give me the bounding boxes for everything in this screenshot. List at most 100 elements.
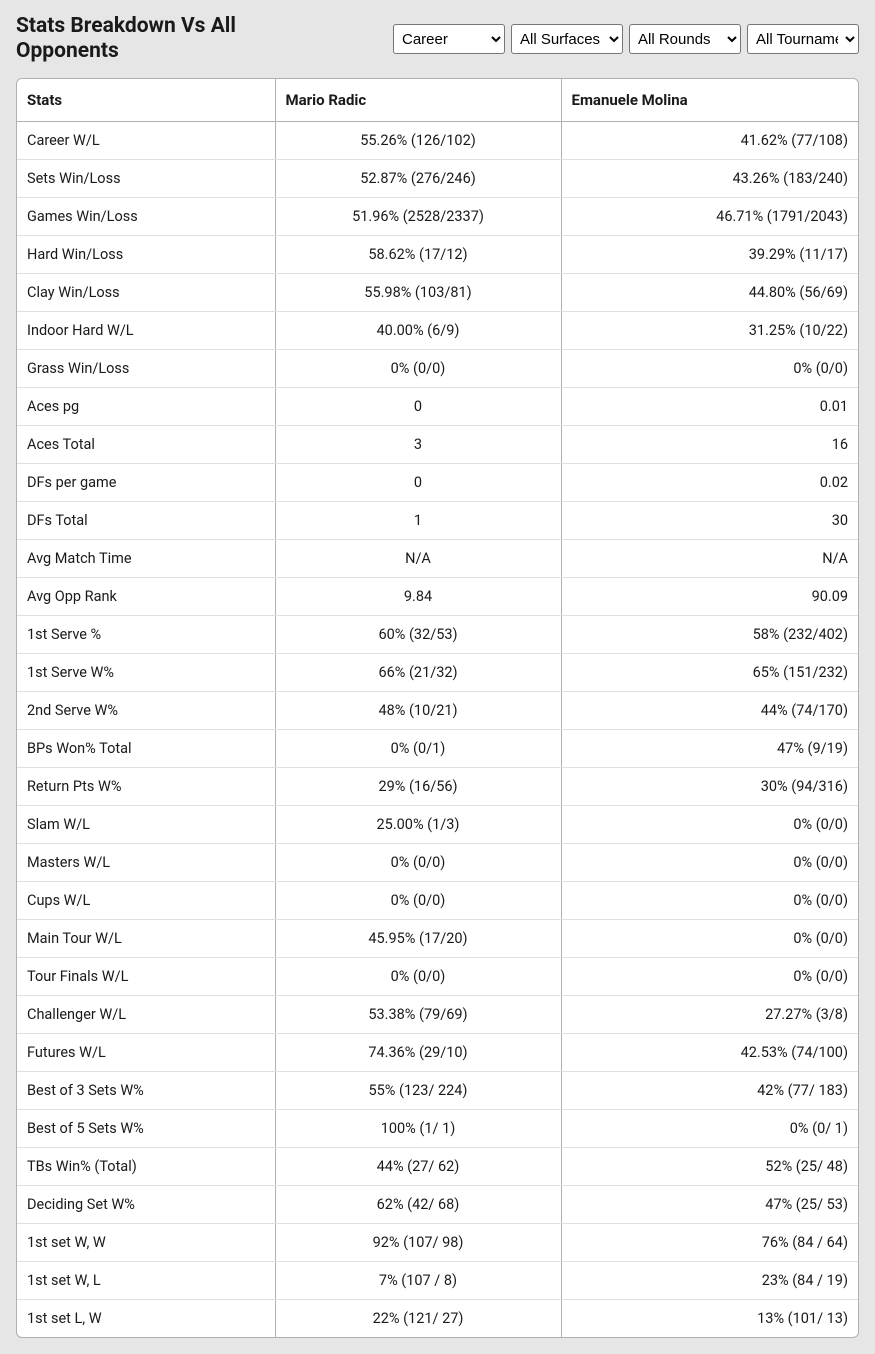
player1-value: 100% (1/ 1): [275, 1110, 561, 1148]
stat-name: Career W/L: [17, 122, 275, 160]
table-row: Futures W/L74.36% (29/10)42.53% (74/100): [17, 1034, 858, 1072]
player1-value: 44% (27/ 62): [275, 1148, 561, 1186]
player2-value: 0% (0/0): [561, 844, 858, 882]
table-row: 1st set L, W22% (121/ 27)13% (101/ 13): [17, 1300, 858, 1338]
table-row: Avg Opp Rank9.8490.09: [17, 578, 858, 616]
table-row: Grass Win/Loss0% (0/0)0% (0/0): [17, 350, 858, 388]
player1-value: 0: [275, 464, 561, 502]
table-row: DFs per game00.02: [17, 464, 858, 502]
player1-value: 60% (32/53): [275, 616, 561, 654]
player2-value: 0% (0/0): [561, 806, 858, 844]
player1-value: 53.38% (79/69): [275, 996, 561, 1034]
table-row: 2nd Serve W%48% (10/21)44% (74/170): [17, 692, 858, 730]
stat-name: DFs per game: [17, 464, 275, 502]
stat-name: Return Pts W%: [17, 768, 275, 806]
player2-value: 65% (151/232): [561, 654, 858, 692]
stat-name: BPs Won% Total: [17, 730, 275, 768]
col-header-player1: Mario Radic: [275, 79, 561, 122]
table-row: Best of 3 Sets W%55% (123/ 224)42% (77/ …: [17, 1072, 858, 1110]
player2-value: 13% (101/ 13): [561, 1300, 858, 1338]
table-row: Games Win/Loss51.96% (2528/2337)46.71% (…: [17, 198, 858, 236]
player1-value: 1: [275, 502, 561, 540]
player1-value: 7% (107 / 8): [275, 1262, 561, 1300]
stats-table-card: Stats Mario Radic Emanuele Molina Career…: [16, 78, 859, 1338]
player2-value: 39.29% (11/17): [561, 236, 858, 274]
player1-value: 45.95% (17/20): [275, 920, 561, 958]
stat-name: Masters W/L: [17, 844, 275, 882]
stat-name: Challenger W/L: [17, 996, 275, 1034]
player2-value: 44.80% (56/69): [561, 274, 858, 312]
player1-value: 0% (0/0): [275, 958, 561, 996]
player1-value: 40.00% (6/9): [275, 312, 561, 350]
table-row: Indoor Hard W/L40.00% (6/9)31.25% (10/22…: [17, 312, 858, 350]
table-row: Cups W/L0% (0/0)0% (0/0): [17, 882, 858, 920]
table-row: 1st Serve %60% (32/53)58% (232/402): [17, 616, 858, 654]
filters: Career All Surfaces All Rounds All Tourn…: [393, 24, 859, 54]
stat-name: 1st set W, L: [17, 1262, 275, 1300]
table-row: Return Pts W%29% (16/56)30% (94/316): [17, 768, 858, 806]
stat-name: TBs Win% (Total): [17, 1148, 275, 1186]
stat-name: Clay Win/Loss: [17, 274, 275, 312]
player2-value: 43.26% (183/240): [561, 160, 858, 198]
table-row: TBs Win% (Total)44% (27/ 62)52% (25/ 48): [17, 1148, 858, 1186]
player2-value: 52% (25/ 48): [561, 1148, 858, 1186]
table-row: Avg Match TimeN/AN/A: [17, 540, 858, 578]
stats-table: Stats Mario Radic Emanuele Molina Career…: [17, 79, 858, 1337]
player1-value: 74.36% (29/10): [275, 1034, 561, 1072]
player2-value: 30: [561, 502, 858, 540]
player2-value: 0% (0/ 1): [561, 1110, 858, 1148]
player1-value: 0% (0/1): [275, 730, 561, 768]
player1-value: 0% (0/0): [275, 882, 561, 920]
table-row: Slam W/L25.00% (1/3)0% (0/0): [17, 806, 858, 844]
filter-round[interactable]: All Rounds: [629, 24, 741, 54]
player2-value: 47% (9/19): [561, 730, 858, 768]
player2-value: 76% (84 / 64): [561, 1224, 858, 1262]
table-row: Challenger W/L53.38% (79/69)27.27% (3/8): [17, 996, 858, 1034]
stat-name: Tour Finals W/L: [17, 958, 275, 996]
player2-value: 16: [561, 426, 858, 464]
stat-name: Best of 5 Sets W%: [17, 1110, 275, 1148]
player2-value: 27.27% (3/8): [561, 996, 858, 1034]
page-title: Stats Breakdown Vs All Opponents: [16, 14, 326, 64]
table-row: Career W/L55.26% (126/102)41.62% (77/108…: [17, 122, 858, 160]
player2-value: 42% (77/ 183): [561, 1072, 858, 1110]
stat-name: 1st Serve W%: [17, 654, 275, 692]
stat-name: Slam W/L: [17, 806, 275, 844]
stat-name: Cups W/L: [17, 882, 275, 920]
player1-value: 0% (0/0): [275, 350, 561, 388]
stat-name: Futures W/L: [17, 1034, 275, 1072]
table-row: Aces pg00.01: [17, 388, 858, 426]
player1-value: 0% (0/0): [275, 844, 561, 882]
table-row: 1st set W, L7% (107 / 8)23% (84 / 19): [17, 1262, 858, 1300]
table-row: DFs Total130: [17, 502, 858, 540]
player1-value: 25.00% (1/3): [275, 806, 561, 844]
filter-time[interactable]: Career: [393, 24, 505, 54]
header-row: Stats Mario Radic Emanuele Molina: [17, 79, 858, 122]
player2-value: 0% (0/0): [561, 350, 858, 388]
stat-name: Indoor Hard W/L: [17, 312, 275, 350]
player2-value: 47% (25/ 53): [561, 1186, 858, 1224]
player1-value: 51.96% (2528/2337): [275, 198, 561, 236]
table-row: Clay Win/Loss55.98% (103/81)44.80% (56/6…: [17, 274, 858, 312]
stat-name: Sets Win/Loss: [17, 160, 275, 198]
stat-name: 1st set L, W: [17, 1300, 275, 1338]
player1-value: 66% (21/32): [275, 654, 561, 692]
player2-value: 31.25% (10/22): [561, 312, 858, 350]
filter-tournament[interactable]: All Tournaments: [747, 24, 859, 54]
player2-value: 0% (0/0): [561, 920, 858, 958]
filter-surface[interactable]: All Surfaces: [511, 24, 623, 54]
stat-name: 1st set W, W: [17, 1224, 275, 1262]
table-row: Sets Win/Loss52.87% (276/246)43.26% (183…: [17, 160, 858, 198]
player1-value: 55.98% (103/81): [275, 274, 561, 312]
table-row: Tour Finals W/L0% (0/0)0% (0/0): [17, 958, 858, 996]
player1-value: 9.84: [275, 578, 561, 616]
table-row: Main Tour W/L45.95% (17/20)0% (0/0): [17, 920, 858, 958]
table-row: Deciding Set W%62% (42/ 68)47% (25/ 53): [17, 1186, 858, 1224]
stat-name: Deciding Set W%: [17, 1186, 275, 1224]
player2-value: 58% (232/402): [561, 616, 858, 654]
stat-name: Aces pg: [17, 388, 275, 426]
player1-value: 52.87% (276/246): [275, 160, 561, 198]
stat-name: Best of 3 Sets W%: [17, 1072, 275, 1110]
stat-name: Aces Total: [17, 426, 275, 464]
player1-value: 62% (42/ 68): [275, 1186, 561, 1224]
